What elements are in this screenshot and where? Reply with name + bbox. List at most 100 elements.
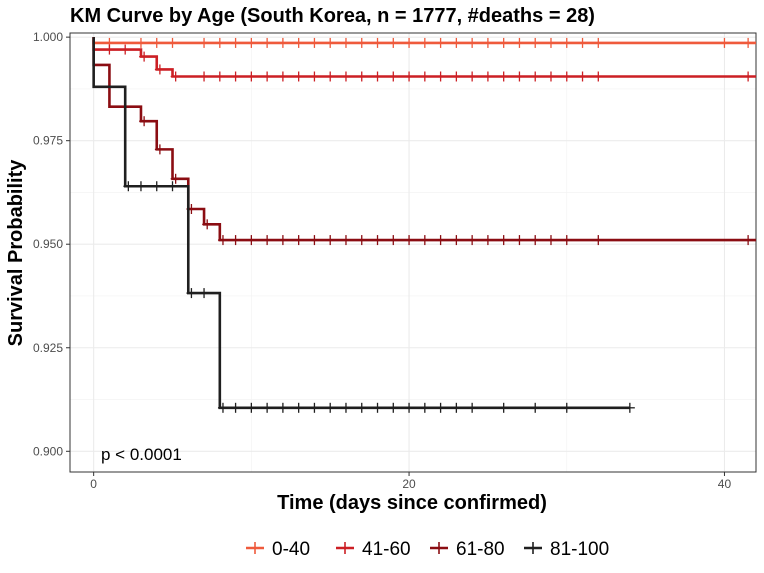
y-axis-title: Survival Probability bbox=[5, 159, 27, 347]
censor-mark bbox=[577, 71, 588, 82]
censor-mark bbox=[230, 235, 241, 246]
censor-mark bbox=[743, 37, 754, 48]
legend-key bbox=[246, 542, 264, 554]
censor-mark bbox=[277, 37, 288, 48]
censor-mark bbox=[167, 181, 178, 192]
censor-mark bbox=[340, 37, 351, 48]
legend-item-0-40: 0-40 bbox=[246, 539, 310, 560]
censor-mark bbox=[277, 402, 288, 413]
censor-mark bbox=[372, 235, 383, 246]
censor-mark bbox=[214, 71, 225, 82]
censor-mark bbox=[120, 44, 131, 55]
censor-mark bbox=[419, 402, 430, 413]
censor-mark bbox=[340, 402, 351, 413]
censor-mark bbox=[498, 37, 509, 48]
censor-mark bbox=[435, 71, 446, 82]
censor-mark bbox=[139, 51, 150, 62]
x-tick-label: 0 bbox=[90, 477, 97, 491]
y-tick-label: 0.900 bbox=[33, 444, 63, 458]
censor-mark bbox=[214, 37, 225, 48]
censor-mark bbox=[262, 402, 273, 413]
legend-item-81-100: 81-100 bbox=[524, 539, 609, 560]
censor-mark bbox=[561, 235, 572, 246]
censor-mark bbox=[467, 37, 478, 48]
censor-mark bbox=[246, 37, 257, 48]
censor-mark bbox=[217, 235, 228, 246]
censor-mark bbox=[135, 37, 146, 48]
legend-label: 0-40 bbox=[272, 539, 310, 560]
censor-mark bbox=[419, 71, 430, 82]
censor-mark bbox=[325, 235, 336, 246]
censor-mark bbox=[372, 37, 383, 48]
censor-mark bbox=[293, 37, 304, 48]
censor-mark bbox=[277, 235, 288, 246]
y-tick-label: 1.000 bbox=[33, 30, 63, 44]
censor-mark bbox=[561, 71, 572, 82]
censor-mark bbox=[170, 71, 181, 82]
x-tick-label: 20 bbox=[402, 477, 416, 491]
censor-mark bbox=[435, 37, 446, 48]
censor-mark bbox=[435, 402, 446, 413]
censor-mark bbox=[561, 402, 572, 413]
censor-mark bbox=[419, 235, 430, 246]
censor-mark bbox=[404, 402, 415, 413]
censor-mark bbox=[139, 116, 150, 127]
censor-mark bbox=[154, 64, 165, 75]
censor-mark bbox=[309, 71, 320, 82]
censor-mark bbox=[451, 402, 462, 413]
censor-mark bbox=[309, 402, 320, 413]
censor-mark bbox=[356, 37, 367, 48]
censor-mark bbox=[167, 37, 178, 48]
plot-panel bbox=[69, 32, 757, 473]
censor-mark bbox=[435, 235, 446, 246]
censor-mark bbox=[498, 402, 509, 413]
censor-mark bbox=[593, 37, 604, 48]
censor-mark bbox=[325, 402, 336, 413]
axis-ticks: 0 20 40 0.900 0.925 0.950 0.975 1.000 bbox=[33, 30, 731, 491]
censor-mark bbox=[309, 37, 320, 48]
series-81-100 bbox=[92, 37, 635, 413]
y-tick-label: 0.925 bbox=[33, 341, 63, 355]
censor-mark bbox=[154, 144, 165, 155]
censor-mark bbox=[372, 71, 383, 82]
legend-key bbox=[524, 542, 542, 554]
censor-mark bbox=[404, 37, 415, 48]
censor-mark bbox=[388, 402, 399, 413]
censor-mark bbox=[199, 37, 210, 48]
plot-grid bbox=[70, 33, 756, 472]
censor-mark bbox=[482, 37, 493, 48]
censor-mark bbox=[498, 235, 509, 246]
censor-mark bbox=[186, 288, 197, 299]
censor-mark bbox=[356, 402, 367, 413]
censor-mark bbox=[325, 37, 336, 48]
censor-mark bbox=[230, 402, 241, 413]
censor-mark bbox=[624, 402, 635, 413]
censor-mark bbox=[530, 235, 541, 246]
censor-mark bbox=[482, 235, 493, 246]
censor-mark bbox=[482, 71, 493, 82]
censor-mark bbox=[743, 71, 754, 82]
p-value-annotation: p < 0.0001 bbox=[101, 445, 182, 464]
legend: 0-40 41-60 61-80 81-100 bbox=[246, 539, 609, 560]
censor-mark bbox=[593, 71, 604, 82]
series-0-40 bbox=[92, 37, 756, 48]
censor-mark bbox=[419, 37, 430, 48]
y-tick-label: 0.950 bbox=[33, 237, 63, 251]
censor-mark bbox=[577, 37, 588, 48]
censor-mark bbox=[514, 71, 525, 82]
censor-mark bbox=[530, 71, 541, 82]
censor-mark bbox=[199, 288, 210, 299]
censor-mark bbox=[530, 402, 541, 413]
censor-mark bbox=[340, 71, 351, 82]
censor-mark bbox=[404, 235, 415, 246]
censor-mark bbox=[151, 181, 162, 192]
censor-mark bbox=[545, 71, 556, 82]
censor-mark bbox=[277, 71, 288, 82]
censor-mark bbox=[545, 235, 556, 246]
censor-mark bbox=[498, 71, 509, 82]
censor-mark bbox=[514, 235, 525, 246]
legend-key bbox=[336, 542, 354, 554]
censor-mark bbox=[545, 37, 556, 48]
legend-item-41-60: 41-60 bbox=[336, 539, 411, 560]
